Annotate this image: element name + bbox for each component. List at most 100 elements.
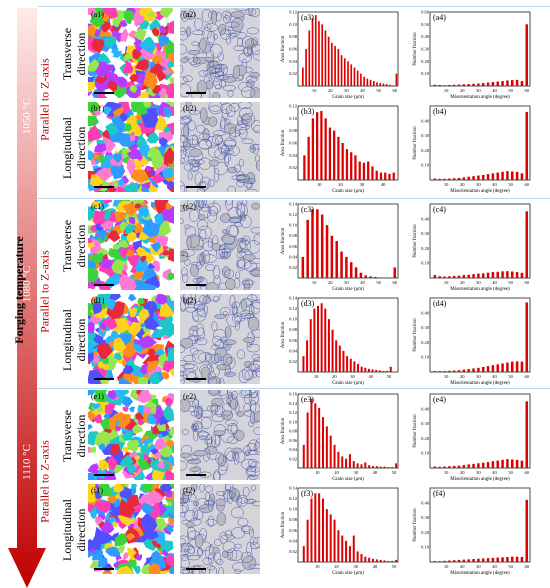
grain-boundary [182, 566, 193, 574]
bar [481, 366, 485, 372]
grain-boundary [208, 179, 215, 187]
grain-boundary [196, 282, 202, 290]
grain-boundary [202, 557, 212, 565]
bar [321, 24, 324, 86]
grain [129, 134, 136, 142]
grain-boundary [194, 301, 206, 312]
grain-boundary [247, 458, 258, 468]
grain-boundary [215, 75, 230, 81]
grain [128, 294, 137, 302]
bar [364, 556, 367, 562]
bar [318, 493, 321, 562]
grain-boundary-micrograph [180, 102, 260, 192]
y-tick-label: 0.50 [421, 22, 430, 27]
y-tick-label: 0.12 [289, 10, 297, 15]
bar [383, 277, 387, 278]
grain [154, 518, 168, 531]
grain-boundary [198, 430, 209, 439]
bar [395, 73, 398, 86]
grain-boundary [196, 80, 208, 94]
grain [128, 30, 138, 40]
grain [167, 52, 174, 63]
grain [111, 43, 118, 50]
grain [96, 229, 107, 241]
grain [138, 157, 150, 166]
y-axis-label: Number fraction [413, 414, 418, 448]
grain-boundary [180, 116, 191, 125]
panel-label: (d4) [433, 299, 447, 308]
grain [136, 390, 153, 404]
grain [154, 213, 165, 227]
grain [127, 463, 137, 475]
grain [115, 566, 134, 574]
grain [93, 210, 107, 226]
bar [348, 546, 351, 562]
x-tick-label: 50 [376, 280, 381, 285]
grain [91, 201, 102, 209]
y-tick-label: 0.10 [289, 507, 298, 512]
grain-boundary [186, 26, 191, 37]
grain [93, 300, 103, 315]
grain [94, 143, 107, 153]
grain-boundary [213, 469, 221, 480]
grain-boundary [191, 484, 198, 492]
grain-boundary [237, 119, 249, 128]
bar [448, 370, 451, 372]
y-tick-label: 0.30 [421, 421, 430, 426]
grain [88, 58, 100, 72]
grain [160, 322, 174, 338]
y-tick-label: 0.12 [289, 306, 297, 311]
grain-boundary [237, 115, 244, 126]
grain-boundary [204, 56, 215, 62]
grain-boundary [199, 295, 208, 306]
grain-boundary [187, 120, 196, 131]
grain [152, 424, 160, 435]
grain [132, 48, 143, 60]
grain [88, 538, 102, 550]
grain-boundary [208, 390, 220, 395]
x-tick-label: 20 [460, 374, 465, 379]
bar [369, 276, 372, 278]
chart-c3: 10 20 30 40 50 60 0.02 0.04 0.06 0.08 0.10 0.12 0.14… [281, 202, 399, 292]
grain [88, 424, 93, 430]
grain-boundary [236, 180, 245, 188]
grain-boundary [191, 350, 207, 364]
x-tick-label: 40 [381, 182, 386, 187]
grain-boundary-micrograph [180, 200, 260, 290]
grain-boundary [199, 38, 207, 52]
bar [462, 275, 466, 278]
y-tick-label: 0.30 [421, 133, 430, 138]
bar [324, 30, 327, 86]
grain-boundary [241, 138, 254, 145]
panel-label: (e3) [301, 395, 314, 404]
micrograph-panel-label: (c2) [183, 202, 196, 211]
grain-boundary [180, 370, 187, 377]
scale-bar [94, 186, 114, 188]
grain [162, 107, 172, 117]
bar [341, 143, 344, 180]
bar [520, 361, 524, 372]
bar [308, 30, 311, 86]
grain-boundary [248, 474, 259, 480]
plot-frame [429, 297, 531, 373]
grain-boundary [247, 316, 260, 331]
grain-boundary [208, 205, 218, 217]
grain [144, 315, 160, 330]
bar [477, 175, 480, 180]
x-tick-label: 20 [328, 280, 333, 285]
bar [443, 466, 446, 468]
grain-boundary [237, 517, 249, 527]
grain [97, 500, 111, 514]
grain-boundary [222, 266, 231, 278]
grain-boundary [212, 130, 227, 136]
y-tick-label: 0.60 [421, 10, 430, 15]
y-tick-label: 0.14 [289, 401, 298, 406]
bar [333, 519, 336, 562]
grain-boundary [240, 299, 248, 312]
grain-boundary-micrograph [180, 484, 260, 574]
bar [318, 21, 320, 86]
grain [169, 76, 174, 84]
y-tick-label: 0.12 [289, 104, 297, 109]
y-tick-label: 0.12 [289, 212, 297, 217]
plot-frame [429, 487, 531, 563]
